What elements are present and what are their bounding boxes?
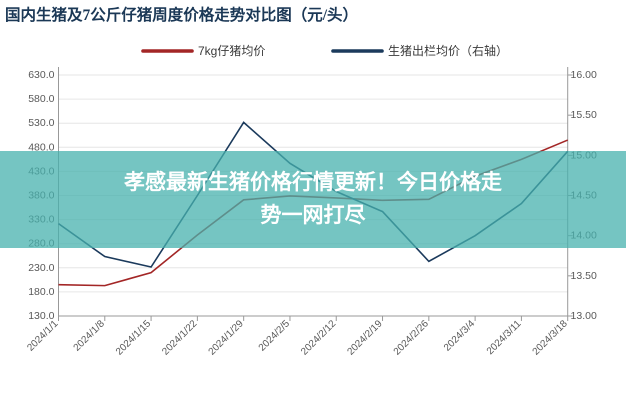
svg-text:2024/1/8: 2024/1/8: [72, 318, 108, 354]
svg-text:2024/3/11: 2024/3/11: [485, 318, 524, 357]
svg-text:16.00: 16.00: [571, 69, 597, 81]
svg-text:2024/1/1: 2024/1/1: [25, 318, 61, 354]
svg-text:2024/3/18: 2024/3/18: [531, 318, 571, 358]
svg-text:180.0: 180.0: [28, 286, 54, 298]
svg-text:2024/2/5: 2024/2/5: [257, 318, 293, 354]
svg-text:230.0: 230.0: [28, 262, 54, 274]
svg-text:13.00: 13.00: [571, 310, 597, 322]
svg-text:630.0: 630.0: [28, 69, 54, 81]
svg-text:生猪出栏均价（右轴）: 生猪出栏均价（右轴）: [388, 43, 508, 58]
svg-text:7kg仔猪均价: 7kg仔猪均价: [198, 44, 265, 58]
svg-text:15.50: 15.50: [571, 109, 597, 121]
svg-text:2024/1/29: 2024/1/29: [207, 318, 247, 358]
svg-text:580.0: 580.0: [28, 93, 54, 105]
svg-text:2024/2/26: 2024/2/26: [392, 318, 432, 358]
svg-text:530.0: 530.0: [28, 117, 54, 129]
svg-text:13.50: 13.50: [571, 270, 597, 282]
svg-text:2024/2/12: 2024/2/12: [299, 318, 339, 358]
svg-text:2024/3/4: 2024/3/4: [442, 318, 478, 354]
svg-text:2024/1/15: 2024/1/15: [114, 318, 154, 358]
svg-text:2024/2/19: 2024/2/19: [345, 318, 385, 358]
svg-text:2024/1/22: 2024/1/22: [160, 318, 200, 358]
